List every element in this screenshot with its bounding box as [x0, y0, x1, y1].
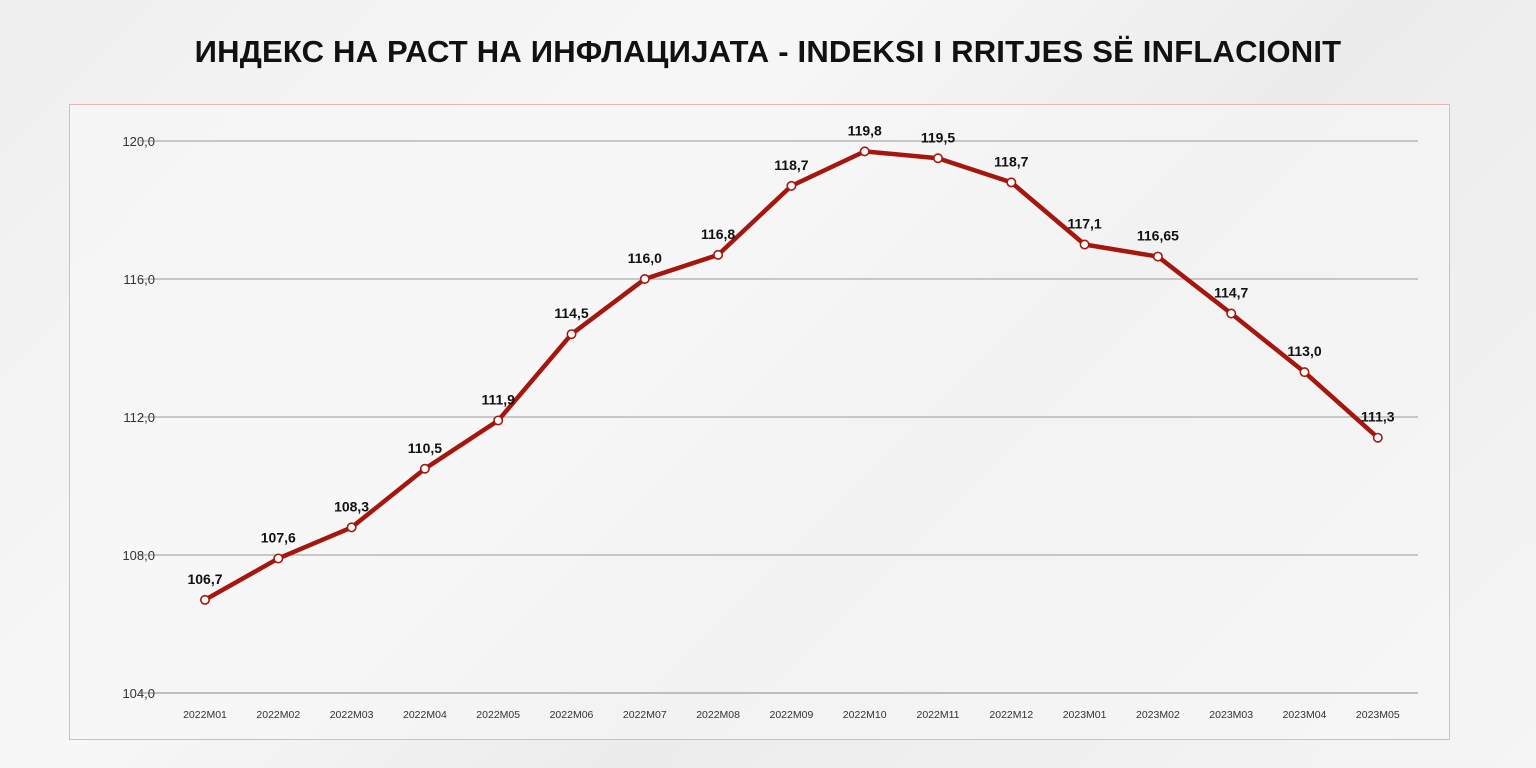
data-point: [1372, 432, 1383, 443]
data-label: 114,5: [554, 305, 588, 321]
x-tick-label: 2022M12: [989, 709, 1033, 721]
data-point: [1079, 239, 1090, 250]
y-tick-label: 116,0: [123, 272, 155, 287]
series-line: [202, 149, 1381, 603]
data-point: [493, 415, 504, 426]
data-point: [639, 273, 650, 284]
data-point: [419, 463, 430, 474]
x-tick-label: 2022M09: [770, 709, 814, 721]
data-label: 113,0: [1287, 343, 1321, 359]
data-point: [932, 153, 943, 164]
data-label: 111,9: [481, 391, 515, 407]
data-point: [273, 553, 284, 564]
data-label: 117,1: [1067, 216, 1101, 232]
y-tick-label: 108,0: [122, 548, 155, 563]
x-tick-label: 2022M05: [476, 709, 520, 721]
data-label: 116,0: [628, 250, 662, 266]
data-label: 110,5: [408, 440, 442, 456]
data-point: [1006, 177, 1017, 188]
data-label: 119,5: [921, 129, 955, 145]
y-tick-label: 112,0: [123, 410, 155, 425]
data-point: [200, 594, 211, 605]
x-tick-label: 2022M03: [330, 709, 374, 721]
data-label: 107,6: [261, 529, 296, 545]
data-label: 118,7: [774, 157, 808, 173]
x-tick-label: 2023M05: [1356, 709, 1400, 721]
data-point: [1226, 308, 1237, 319]
data-label: 119,8: [848, 122, 882, 138]
data-point: [859, 146, 870, 157]
data-point: [786, 180, 797, 191]
x-tick-label: 2023M03: [1209, 709, 1253, 721]
x-tick-label: 2022M06: [550, 709, 594, 721]
x-tick-label: 2023M04: [1283, 709, 1327, 721]
data-label: 111,3: [1361, 409, 1395, 425]
data-point: [346, 522, 357, 533]
data-label: 108,3: [334, 498, 369, 514]
x-tick-label: 2022M04: [403, 709, 447, 721]
plot-frame: [69, 104, 1450, 740]
data-label: 118,7: [994, 153, 1028, 169]
x-tick-label: 2022M10: [843, 709, 887, 721]
data-label: 114,7: [1214, 285, 1248, 301]
data-point: [713, 249, 724, 260]
y-tick-label: 120,0: [122, 134, 155, 149]
y-tick-label: 104,0: [122, 686, 155, 701]
data-label: 106,7: [187, 571, 222, 587]
data-point: [1152, 251, 1163, 262]
x-tick-label: 2022M08: [696, 709, 740, 721]
data-label: 116,8: [701, 226, 735, 242]
x-tick-label: 2022M11: [916, 709, 959, 721]
data-label: 116,65: [1137, 228, 1179, 244]
x-tick-label: 2022M02: [256, 709, 300, 721]
data-point: [1299, 367, 1310, 378]
chart-title: ИНДЕКС НА РАСТ НА ИНФЛАЦИЈАТА - INDEKSI …: [194, 34, 1342, 69]
data-point: [566, 329, 577, 340]
x-tick-label: 2023M01: [1063, 709, 1107, 721]
x-tick-label: 2022M07: [623, 709, 667, 721]
x-tick-label: 2023M02: [1136, 709, 1180, 721]
x-tick-label: 2022M01: [183, 709, 227, 721]
